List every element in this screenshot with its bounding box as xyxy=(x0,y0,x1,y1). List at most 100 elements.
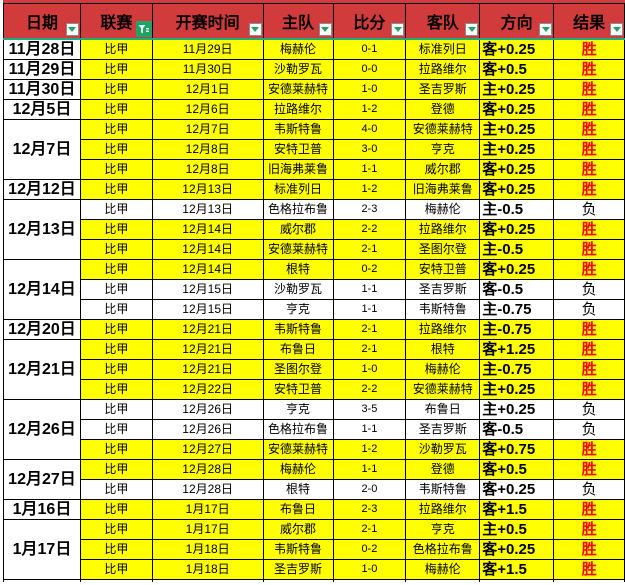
cell-result[interactable]: 负 xyxy=(553,399,625,420)
cell-time[interactable]: 11月30日 xyxy=(151,59,264,80)
cell-result[interactable]: 胜 xyxy=(553,38,625,60)
column-header-direction[interactable]: 方向 xyxy=(479,3,555,40)
cell-time[interactable]: 12月8日 xyxy=(151,139,264,160)
cell-time[interactable]: 12月15日 xyxy=(151,279,264,300)
cell-away[interactable]: 梅赫伦 xyxy=(405,199,481,220)
column-header-away[interactable]: 客队 xyxy=(405,3,481,40)
cell-time[interactable]: 12月28日 xyxy=(151,479,264,500)
cell-home[interactable]: 布鲁日 xyxy=(262,339,334,360)
cell-league[interactable]: 比甲 xyxy=(79,79,153,100)
column-header-league[interactable]: 联赛 xyxy=(79,3,153,40)
cell-result[interactable]: 胜 xyxy=(553,99,625,120)
cell-direction[interactable]: 客+1.5 xyxy=(479,559,555,580)
cell-result[interactable]: 胜 xyxy=(553,259,625,280)
cell-result[interactable]: 负 xyxy=(553,479,625,500)
cell-result[interactable]: 胜 xyxy=(553,159,625,180)
cell-date[interactable]: 12月20日 xyxy=(3,319,81,340)
cell-date[interactable]: 12月26日 xyxy=(3,399,81,460)
cell-result[interactable]: 胜 xyxy=(553,219,625,240)
cell-league[interactable]: 比甲 xyxy=(79,99,153,120)
cell-score[interactable]: 1-1 xyxy=(332,159,407,180)
cell-date[interactable]: 1月16日 xyxy=(3,499,81,520)
cell-score[interactable]: 2-3 xyxy=(332,499,407,520)
cell-score[interactable]: 0-2 xyxy=(332,539,407,560)
cell-away[interactable]: 亨克 xyxy=(405,139,481,160)
cell-away[interactable]: 登德 xyxy=(405,99,481,120)
cell-direction[interactable]: 客-0.5 xyxy=(479,279,555,300)
cell-time[interactable]: 12月8日 xyxy=(151,159,264,180)
cell-home[interactable]: 根特 xyxy=(262,259,334,280)
cell-time[interactable]: 12月28日 xyxy=(151,459,264,480)
cell-date[interactable]: 11月29日 xyxy=(3,59,81,80)
cell-away[interactable]: 圣吉罗斯 xyxy=(405,419,481,440)
cell-home[interactable]: 安特卫普 xyxy=(262,379,334,400)
cell-away[interactable]: 拉路维尔 xyxy=(405,319,481,340)
filter-dropdown-away[interactable] xyxy=(465,23,479,36)
cell-away[interactable]: 圣吉罗斯 xyxy=(405,79,481,100)
cell-time[interactable]: 1月17日 xyxy=(151,519,264,540)
cell-score[interactable]: 2-1 xyxy=(332,319,407,340)
cell-home[interactable]: 安德莱赫特 xyxy=(262,239,334,260)
cell-time[interactable]: 12月27日 xyxy=(151,439,264,460)
cell-time[interactable]: 12月13日 xyxy=(151,199,264,220)
cell-direction[interactable]: 客+0.25 xyxy=(479,159,555,180)
cell-date[interactable]: 12月21日 xyxy=(3,339,81,400)
cell-away[interactable]: 安德莱赫特 xyxy=(405,379,481,400)
cell-time[interactable]: 12月14日 xyxy=(151,219,264,240)
cell-time[interactable]: 12月22日 xyxy=(151,379,264,400)
cell-result[interactable]: 胜 xyxy=(553,319,625,340)
cell-away[interactable]: 韦斯特鲁 xyxy=(405,479,481,500)
cell-league[interactable]: 比甲 xyxy=(79,199,153,220)
cell-league[interactable]: 比甲 xyxy=(79,359,153,380)
cell-result[interactable]: 胜 xyxy=(553,239,625,260)
cell-date[interactable]: 11月28日 xyxy=(3,38,81,60)
cell-home[interactable]: 沙勒罗瓦 xyxy=(262,279,334,300)
cell-time[interactable]: 12月14日 xyxy=(151,259,264,280)
cell-score[interactable]: 0-1 xyxy=(332,38,407,60)
cell-score[interactable]: 3-5 xyxy=(332,399,407,420)
cell-direction[interactable]: 主-0.75 xyxy=(479,319,555,340)
filter-dropdown-result[interactable] xyxy=(610,23,623,36)
cell-direction[interactable]: 主+0.25 xyxy=(479,399,555,420)
cell-result[interactable]: 胜 xyxy=(553,459,625,480)
cell-home[interactable]: 韦斯特鲁 xyxy=(262,119,334,140)
cell-score[interactable]: 1-1 xyxy=(332,459,407,480)
cell-league[interactable]: 比甲 xyxy=(79,159,153,180)
cell-score[interactable]: 1-2 xyxy=(332,99,407,120)
cell-away[interactable]: 根特 xyxy=(405,339,481,360)
cell-league[interactable]: 比甲 xyxy=(79,379,153,400)
cell-direction[interactable]: 主-0.5 xyxy=(479,199,555,220)
cell-league[interactable]: 比甲 xyxy=(79,38,153,60)
cell-result[interactable]: 胜 xyxy=(553,59,625,80)
cell-league[interactable]: 比甲 xyxy=(79,119,153,140)
cell-away[interactable]: 梅赫伦 xyxy=(405,359,481,380)
cell-time[interactable]: 12月21日 xyxy=(151,339,264,360)
cell-direction[interactable]: 主-0.5 xyxy=(479,239,555,260)
cell-time[interactable]: 12月26日 xyxy=(151,399,264,420)
cell-away[interactable]: 旧海弗莱鲁 xyxy=(405,179,481,200)
cell-score[interactable]: 2-1 xyxy=(332,339,407,360)
cell-home[interactable]: 安德莱赫特 xyxy=(262,79,334,100)
cell-result[interactable]: 胜 xyxy=(553,379,625,400)
column-header-result[interactable]: 结果 xyxy=(553,3,625,40)
cell-result[interactable]: 胜 xyxy=(553,119,625,140)
cell-league[interactable]: 比甲 xyxy=(79,279,153,300)
cell-home[interactable]: 圣图尔登 xyxy=(262,359,334,380)
cell-time[interactable]: 1月17日 xyxy=(151,499,264,520)
cell-result[interactable]: 胜 xyxy=(553,539,625,560)
cell-direction[interactable]: 主+0.5 xyxy=(479,519,555,540)
cell-result[interactable]: 胜 xyxy=(553,559,625,580)
cell-league[interactable]: 比甲 xyxy=(79,419,153,440)
cell-direction[interactable]: 客+0.25 xyxy=(479,179,555,200)
cell-away[interactable]: 圣图尔登 xyxy=(405,239,481,260)
cell-result[interactable]: 胜 xyxy=(553,139,625,160)
cell-direction[interactable]: 客+0.75 xyxy=(479,439,555,460)
cell-home[interactable]: 威尔郡 xyxy=(262,219,334,240)
cell-league[interactable]: 比甲 xyxy=(79,179,153,200)
cell-time[interactable]: 12月21日 xyxy=(151,359,264,380)
cell-score[interactable]: 1-0 xyxy=(332,359,407,380)
cell-direction[interactable]: 主+0.25 xyxy=(479,139,555,160)
filter-dropdown-date[interactable] xyxy=(65,23,79,36)
cell-score[interactable]: 2-2 xyxy=(332,379,407,400)
cell-score[interactable]: 0-0 xyxy=(332,59,407,80)
